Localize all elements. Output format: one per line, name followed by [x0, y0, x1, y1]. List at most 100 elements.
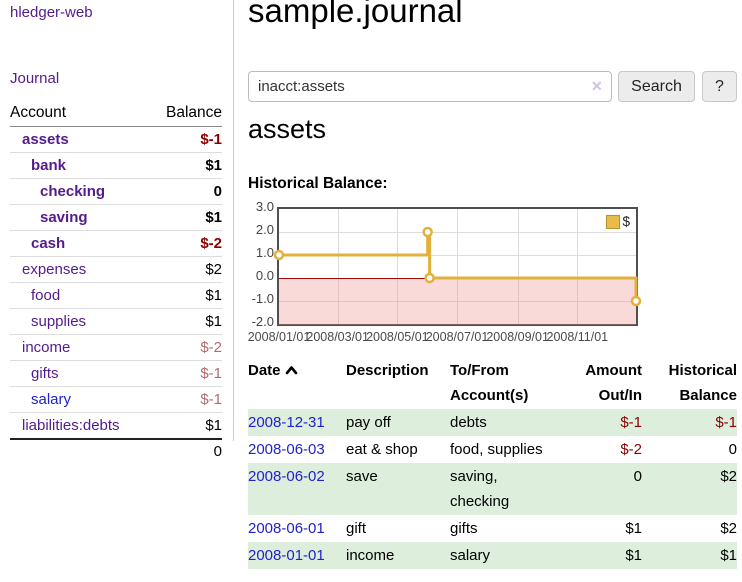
accounts-header-row: Account Balance	[10, 101, 222, 127]
account-link-cash[interactable]: cash	[31, 235, 65, 252]
table-row[interactable]: 2008-01-01incomesalary$1$1	[248, 542, 737, 569]
account-row: salary $-1	[10, 387, 222, 413]
date-header-label: Date	[248, 362, 281, 379]
account-balance: $-1	[150, 361, 222, 387]
account-balance: 0	[150, 179, 222, 205]
y-tick-label: -1.0	[248, 291, 274, 307]
transaction-amount: $-2	[560, 436, 642, 463]
page-title: sample.journal	[248, 0, 463, 30]
accounts-total-spacer	[10, 439, 150, 463]
register-table: Date Description To/From Account(s) Amou…	[248, 357, 737, 569]
accounts-table: Account Balance assets $-1 bank $1 checking 0…	[10, 101, 222, 463]
transaction-date-link[interactable]: 2008-06-02	[248, 468, 325, 485]
transaction-balance: $1	[642, 542, 737, 569]
transaction-accounts: saving, checking	[450, 463, 560, 515]
table-row[interactable]: 2008-06-03eat & shopfood, supplies$-20	[248, 436, 737, 463]
account-balance: $1	[150, 153, 222, 179]
account-link-supplies[interactable]: supplies	[31, 313, 86, 330]
account-row: checking 0	[10, 179, 222, 205]
transaction-balance: $2	[642, 463, 737, 515]
chart-legend: $	[605, 214, 631, 229]
transaction-amount: 0	[560, 463, 642, 515]
transaction-date-link[interactable]: 2008-06-01	[248, 520, 325, 537]
account-link-bank[interactable]: bank	[31, 157, 66, 174]
accounts-header-account: Account	[10, 101, 150, 127]
accounts-total-value: 0	[150, 439, 222, 463]
account-balance: $-1	[150, 127, 222, 153]
transaction-accounts: salary	[450, 542, 560, 569]
transaction-amount: $-1	[560, 409, 642, 436]
x-tick-label: 2008/07/01	[426, 330, 489, 344]
transaction-date-link[interactable]: 2008-06-03	[248, 441, 325, 458]
chart-title: Historical Balance:	[248, 175, 388, 193]
register-body: 2008-12-31pay offdebts$-1$-12008-06-03ea…	[248, 409, 737, 569]
account-balance: $1	[150, 309, 222, 335]
legend-label: $	[622, 214, 630, 229]
y-tick-label: -2.0	[248, 314, 274, 330]
account-row: income$-2	[10, 335, 222, 361]
app-brand-link[interactable]: hledger-web	[10, 4, 93, 21]
column-header-accounts[interactable]: To/From Account(s)	[450, 357, 560, 409]
help-button[interactable]: ?	[702, 71, 737, 102]
account-link-expenses[interactable]: expenses	[22, 261, 86, 278]
account-balance: $1	[150, 283, 222, 309]
transaction-description: pay off	[346, 409, 450, 436]
account-link-saving[interactable]: saving	[40, 209, 88, 226]
balance-chart: 3.02.01.00.0-1.0-2.0 $ 2008/01/012008/03…	[248, 200, 738, 348]
account-link-income[interactable]: income	[22, 339, 70, 356]
balance-header-line2: Balance	[642, 383, 737, 408]
account-link-salary[interactable]: salary	[31, 391, 71, 408]
search-form: ✕ Search ?	[248, 71, 738, 102]
account-link-food[interactable]: food	[31, 287, 60, 304]
table-row[interactable]: 2008-06-01giftgifts$1$2	[248, 515, 737, 542]
transaction-balance: $2	[642, 515, 737, 542]
y-tick-label: 0.0	[248, 268, 274, 284]
account-row: gifts $-1	[10, 361, 222, 387]
sort-asc-icon	[285, 358, 298, 383]
description-header-label: Description	[346, 358, 450, 383]
clear-search-icon[interactable]: ✕	[591, 78, 603, 95]
account-row: food $1	[10, 283, 222, 309]
accounts-header-balance: Balance	[150, 101, 222, 127]
balance-header-line1: Historical	[642, 358, 737, 383]
account-row: assets $-1	[10, 127, 222, 153]
account-link-gifts[interactable]: gifts	[31, 365, 59, 382]
column-header-description[interactable]: Description	[346, 357, 450, 409]
accounts-header-line2: Account(s)	[450, 383, 560, 408]
sidebar-item-journal[interactable]: Journal	[10, 70, 59, 87]
transaction-description: gift	[346, 515, 450, 542]
column-header-date[interactable]: Date	[248, 357, 346, 409]
search-button[interactable]: Search	[618, 71, 695, 102]
transaction-date-link[interactable]: 2008-01-01	[248, 547, 325, 564]
column-header-balance[interactable]: Historical Balance	[642, 357, 737, 409]
account-link-assets[interactable]: assets	[22, 131, 69, 148]
search-input[interactable]	[248, 71, 612, 102]
accounts-total-row: 0	[10, 439, 222, 463]
sidebar: hledger-web Journal Account Balance asse…	[0, 0, 234, 441]
y-tick-label: 1.0	[248, 245, 274, 261]
table-row[interactable]: 2008-12-31pay offdebts$-1$-1	[248, 409, 737, 436]
transaction-balance: 0	[642, 436, 737, 463]
account-row: supplies $1	[10, 309, 222, 335]
account-balance: $1	[150, 413, 222, 440]
transaction-date-link[interactable]: 2008-12-31	[248, 414, 325, 431]
account-row: liabilities:debts $1	[10, 413, 222, 440]
account-row: cash$-2	[10, 231, 222, 257]
transaction-accounts: debts	[450, 409, 560, 436]
x-tick-label: 2008/09/01	[486, 330, 549, 344]
transaction-description: eat & shop	[346, 436, 450, 463]
transaction-description: save	[346, 463, 450, 515]
account-balance: $2	[150, 257, 222, 283]
x-tick-label: 2008/05/01	[366, 330, 429, 344]
account-link-liabilities-debts[interactable]: liabilities:debts	[22, 417, 120, 434]
account-link-checking[interactable]: checking	[40, 183, 105, 200]
x-tick-label: 2008/11/01	[546, 330, 608, 344]
transaction-balance: $-1	[642, 409, 737, 436]
column-header-amount[interactable]: Amount Out/In	[560, 357, 642, 409]
table-row[interactable]: 2008-06-02 savesaving, checking0$2	[248, 463, 737, 515]
x-tick-label: 2008/03/01	[306, 330, 369, 344]
account-heading: assets	[248, 114, 326, 145]
account-row: bank $1	[10, 153, 222, 179]
account-balance: $1	[150, 205, 222, 231]
account-balance: $-1	[150, 387, 222, 413]
